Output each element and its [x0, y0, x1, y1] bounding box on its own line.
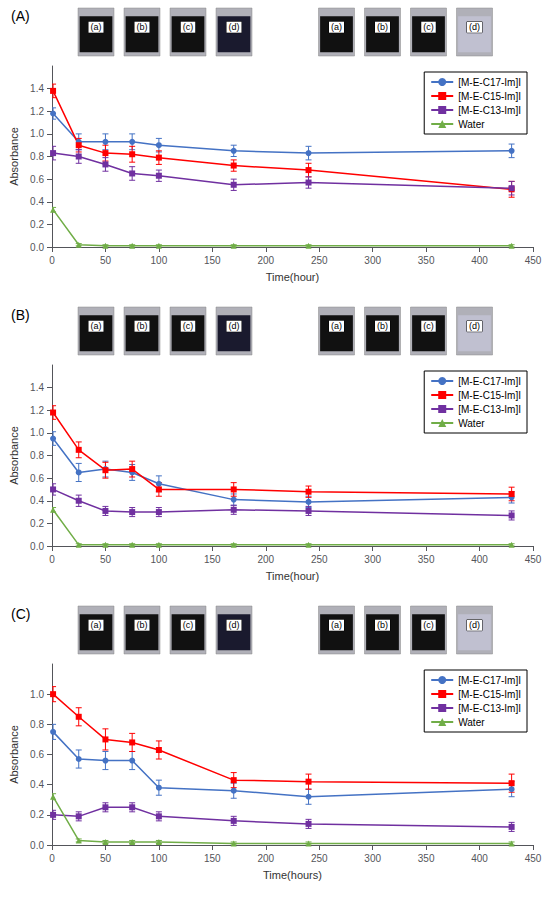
svg-text:(b): (b) [377, 321, 388, 331]
svg-text:(a): (a) [91, 620, 102, 630]
svg-text:(A): (A) [11, 8, 30, 24]
svg-text:300: 300 [364, 554, 381, 565]
svg-text:(d): (d) [229, 321, 240, 331]
svg-text:(d): (d) [229, 620, 240, 630]
svg-text:200: 200 [257, 554, 274, 565]
svg-text:250: 250 [311, 853, 328, 864]
svg-text:(a): (a) [91, 22, 102, 32]
svg-text:Time(hour): Time(hour) [266, 570, 319, 582]
svg-text:400: 400 [471, 853, 488, 864]
svg-text:350: 350 [418, 255, 435, 266]
svg-text:(a): (a) [91, 321, 102, 331]
svg-text:0: 0 [49, 255, 55, 266]
svg-text:(c): (c) [423, 321, 434, 331]
svg-text:(c): (c) [183, 321, 194, 331]
svg-text:[M-E-C17-Im]I: [M-E-C17-Im]I [458, 77, 521, 88]
svg-text:0.6: 0.6 [30, 473, 44, 484]
svg-text:(d): (d) [229, 22, 240, 32]
svg-text:0.2: 0.2 [30, 518, 44, 529]
svg-text:0.2: 0.2 [30, 219, 44, 230]
svg-text:Absorbance: Absorbance [8, 127, 20, 186]
svg-text:[M-E-C15-Im]I: [M-E-C15-Im]I [458, 91, 521, 102]
svg-text:100: 100 [151, 255, 168, 266]
svg-text:(C): (C) [11, 606, 30, 622]
svg-text:50: 50 [100, 255, 112, 266]
svg-text:(a): (a) [331, 620, 342, 630]
svg-text:0.6: 0.6 [30, 749, 44, 760]
svg-text:(B): (B) [11, 307, 30, 323]
svg-text:(b): (b) [137, 620, 148, 630]
svg-text:300: 300 [364, 255, 381, 266]
svg-text:0.0: 0.0 [30, 840, 44, 851]
svg-text:(b): (b) [377, 22, 388, 32]
svg-text:0.4: 0.4 [30, 196, 44, 207]
svg-text:[M-E-C15-Im]I: [M-E-C15-Im]I [458, 390, 521, 401]
svg-text:400: 400 [471, 554, 488, 565]
svg-text:1.0: 1.0 [30, 128, 44, 139]
svg-text:0.8: 0.8 [30, 151, 44, 162]
svg-text:Absorbance: Absorbance [8, 426, 20, 485]
svg-text:(b): (b) [137, 321, 148, 331]
svg-text:1.2: 1.2 [30, 106, 44, 117]
svg-text:[M-E-C13-Im]I: [M-E-C13-Im]I [458, 703, 521, 714]
svg-text:(d): (d) [469, 620, 480, 630]
svg-text:1.0: 1.0 [30, 427, 44, 438]
svg-text:(d): (d) [469, 321, 480, 331]
svg-text:1.2: 1.2 [30, 405, 44, 416]
svg-text:150: 150 [204, 554, 221, 565]
svg-text:0.4: 0.4 [30, 495, 44, 506]
svg-text:Time(hours): Time(hours) [263, 869, 322, 881]
svg-text:1.4: 1.4 [30, 382, 44, 393]
svg-text:0: 0 [49, 853, 55, 864]
svg-text:(a): (a) [331, 321, 342, 331]
svg-text:50: 50 [100, 554, 112, 565]
svg-text:Time(hour): Time(hour) [266, 271, 319, 283]
svg-text:300: 300 [364, 853, 381, 864]
svg-text:0.0: 0.0 [30, 541, 44, 552]
svg-text:1.0: 1.0 [30, 689, 44, 700]
svg-text:100: 100 [151, 554, 168, 565]
svg-text:0.6: 0.6 [30, 174, 44, 185]
svg-text:50: 50 [100, 853, 112, 864]
svg-text:Water: Water [458, 119, 485, 130]
svg-text:200: 200 [257, 853, 274, 864]
svg-text:450: 450 [525, 853, 542, 864]
svg-text:0.0: 0.0 [30, 242, 44, 253]
svg-text:450: 450 [525, 255, 542, 266]
svg-text:(d): (d) [469, 22, 480, 32]
svg-text:[M-E-C13-Im]I: [M-E-C13-Im]I [458, 404, 521, 415]
svg-text:0.8: 0.8 [30, 450, 44, 461]
svg-text:350: 350 [418, 554, 435, 565]
svg-text:200: 200 [257, 255, 274, 266]
svg-text:150: 150 [204, 853, 221, 864]
svg-text:0.8: 0.8 [30, 719, 44, 730]
svg-text:250: 250 [311, 554, 328, 565]
svg-text:(c): (c) [183, 620, 194, 630]
svg-text:150: 150 [204, 255, 221, 266]
svg-text:(c): (c) [423, 22, 434, 32]
svg-text:Water: Water [458, 418, 485, 429]
svg-text:[M-E-C15-Im]I: [M-E-C15-Im]I [458, 689, 521, 700]
svg-text:[M-E-C13-Im]I: [M-E-C13-Im]I [458, 105, 521, 116]
svg-text:(c): (c) [423, 620, 434, 630]
svg-text:[M-E-C17-Im]I: [M-E-C17-Im]I [458, 376, 521, 387]
svg-text:100: 100 [151, 853, 168, 864]
svg-text:(c): (c) [183, 22, 194, 32]
svg-text:Absorbance: Absorbance [8, 725, 20, 784]
svg-text:(b): (b) [137, 22, 148, 32]
svg-text:450: 450 [525, 554, 542, 565]
svg-text:1.4: 1.4 [30, 83, 44, 94]
svg-text:250: 250 [311, 255, 328, 266]
svg-text:0.4: 0.4 [30, 779, 44, 790]
svg-text:0.2: 0.2 [30, 809, 44, 820]
svg-text:(a): (a) [331, 22, 342, 32]
svg-text:350: 350 [418, 853, 435, 864]
svg-text:(b): (b) [377, 620, 388, 630]
svg-text:0: 0 [49, 554, 55, 565]
svg-text:Water: Water [458, 717, 485, 728]
svg-text:[M-E-C17-Im]I: [M-E-C17-Im]I [458, 675, 521, 686]
svg-text:400: 400 [471, 255, 488, 266]
